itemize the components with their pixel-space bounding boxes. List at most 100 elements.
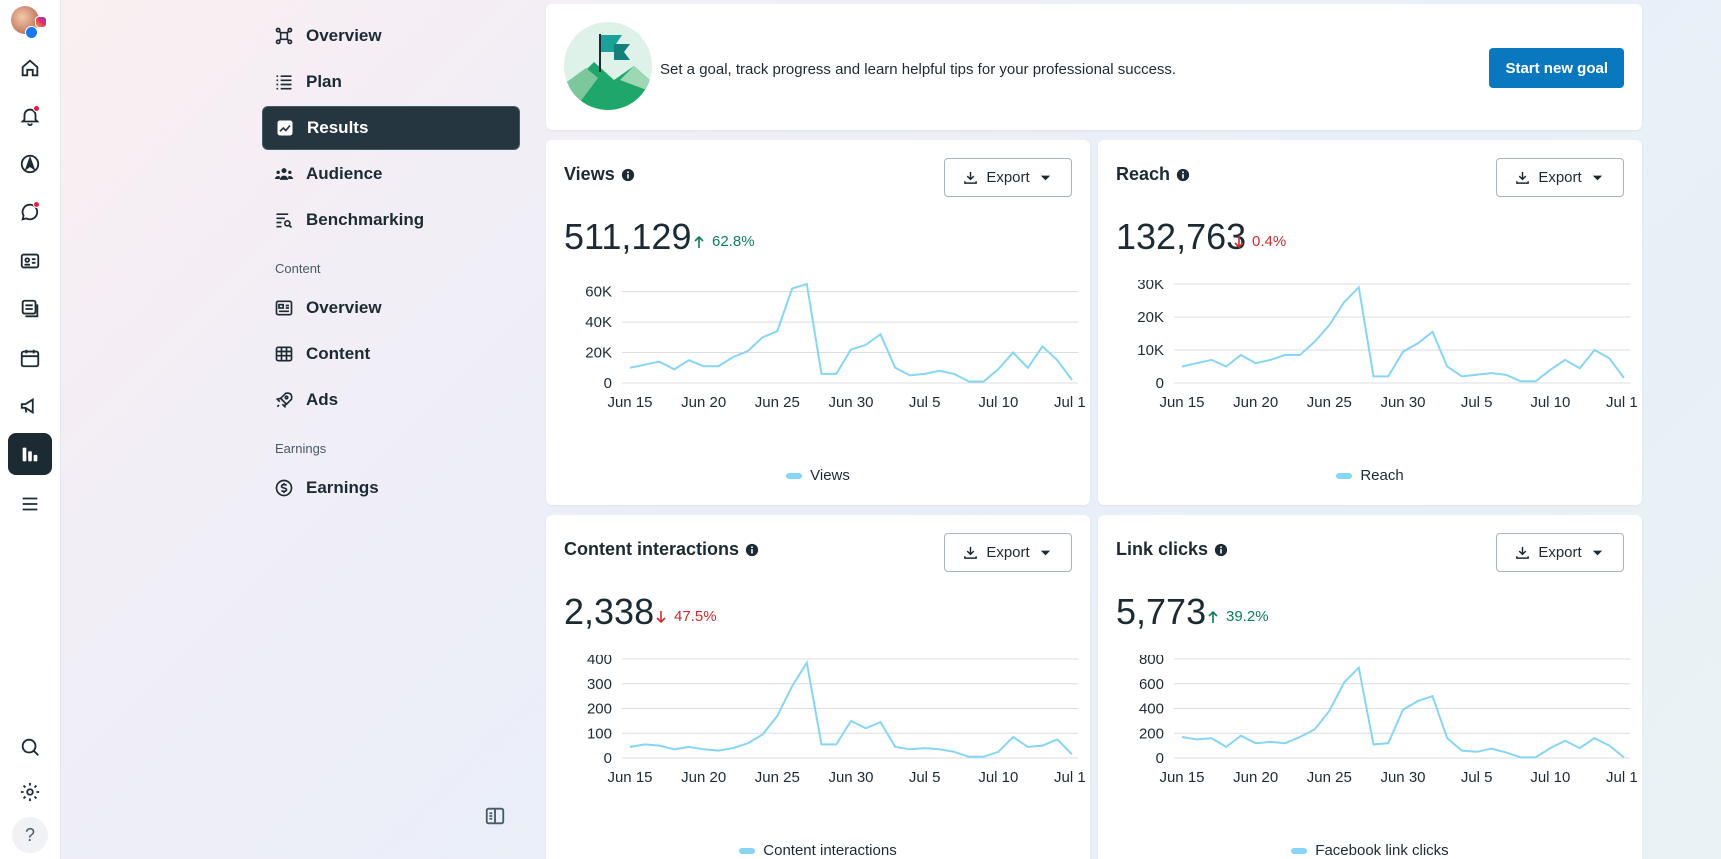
- views-card: Views Export 511,129 62.8% 0 20K 40K 60K Jun 15 J…: [546, 140, 1090, 505]
- x-tick-label: Jun 30: [1380, 394, 1425, 411]
- collapse-panel-icon[interactable]: [484, 805, 506, 827]
- content-interactions-title: Content interactions: [564, 539, 759, 560]
- inbox-dot: [33, 201, 40, 208]
- y-tick-label: 200: [1139, 725, 1164, 742]
- series-line: [629, 659, 1073, 758]
- section-heading-earnings: Earnings: [275, 441, 327, 456]
- legend-label: Views: [810, 467, 850, 484]
- subnav-item-audience[interactable]: Audience: [262, 152, 520, 196]
- content-interactions-total-value: 2,338: [564, 591, 655, 632]
- card-title-text: Views: [564, 164, 615, 184]
- subnav-item-benchmarking[interactable]: Benchmarking: [262, 198, 520, 242]
- navigation-compass-icon[interactable]: [8, 143, 52, 185]
- subnav-item-earnings[interactable]: Earnings: [262, 466, 520, 510]
- settings-gear-icon[interactable]: [8, 771, 52, 813]
- y-tick-label: 400: [587, 655, 612, 668]
- search-icon[interactable]: [8, 726, 52, 768]
- legend-label: Facebook link clicks: [1315, 842, 1449, 859]
- legend-swatch: [739, 847, 756, 854]
- subnav-label: Plan: [306, 72, 342, 91]
- y-tick-label: 600: [1139, 676, 1164, 693]
- subnav-label: Ads: [306, 390, 339, 409]
- series-line: [1181, 665, 1625, 759]
- legend-swatch: [786, 472, 803, 479]
- series-line: [629, 282, 1073, 383]
- export-button[interactable]: Export: [1496, 533, 1624, 572]
- reach-card: Reach Export 132,763 0.4% 0 10K 20K 30K Jun 15 Ju…: [1098, 140, 1642, 505]
- x-tick-label: Jun 20: [1233, 394, 1278, 411]
- chart-legend[interactable]: Reach: [1098, 467, 1642, 484]
- x-tick-label: Jul 1: [1054, 394, 1086, 411]
- x-tick-label: Jul 1: [1054, 769, 1086, 786]
- subnav-item-content[interactable]: Content: [262, 332, 520, 376]
- change-percent: 47.5%: [674, 608, 717, 625]
- info-icon[interactable]: [621, 168, 635, 182]
- goal-description: Set a goal, track progress and learn hel…: [660, 61, 1177, 78]
- x-tick-label: Jun 25: [1307, 769, 1352, 786]
- link-clicks-title: Link clicks: [1116, 539, 1228, 560]
- earnings-icon: [275, 479, 293, 497]
- content-stack-icon[interactable]: [8, 288, 52, 330]
- card-title-text: Content interactions: [564, 539, 740, 559]
- export-label: Export: [986, 544, 1030, 561]
- subnav-label: Results: [307, 118, 369, 137]
- x-tick-label: Jul 10: [1530, 394, 1570, 411]
- notifications-bell-icon[interactable]: [8, 95, 52, 137]
- insights-bar-chart-icon[interactable]: [8, 433, 52, 475]
- views-total-value: 511,129: [564, 216, 692, 257]
- icon-rail: ?: [0, 0, 61, 859]
- export-label: Export: [1538, 169, 1582, 186]
- link-clicks-change-badge: 39.2%: [1206, 608, 1269, 625]
- export-label: Export: [986, 169, 1030, 186]
- subnav-item-ads[interactable]: Ads: [262, 378, 520, 422]
- chart-legend[interactable]: Facebook link clicks: [1098, 842, 1642, 859]
- subnav-item-results[interactable]: Results: [262, 106, 520, 150]
- help-icon[interactable]: ?: [12, 817, 48, 853]
- chart-legend[interactable]: Content interactions: [546, 842, 1090, 859]
- x-tick-label: Jun 25: [755, 769, 800, 786]
- megaphone-ads-icon[interactable]: [8, 385, 52, 427]
- caret-down-icon: [1592, 175, 1602, 181]
- menu-hamburger-icon[interactable]: [8, 483, 52, 525]
- contact-card-icon[interactable]: [8, 240, 52, 282]
- x-tick-label: Jul 10: [1530, 769, 1570, 786]
- y-tick-label: 100: [587, 725, 612, 742]
- x-tick-label: Jun 20: [681, 769, 726, 786]
- y-tick-label: 0: [604, 375, 612, 392]
- x-tick-label: Jun 15: [1159, 769, 1204, 786]
- x-tick-label: Jun 20: [1233, 769, 1278, 786]
- info-icon[interactable]: [745, 543, 759, 557]
- audience-icon: [274, 168, 294, 180]
- x-tick-label: Jul 1: [1606, 394, 1638, 411]
- subnav-item-content-overview[interactable]: Overview: [262, 286, 520, 330]
- export-button[interactable]: Export: [944, 158, 1072, 197]
- legend-swatch: [1291, 847, 1308, 854]
- export-button[interactable]: Export: [1496, 158, 1624, 197]
- y-tick-label: 30K: [1137, 280, 1164, 293]
- y-tick-label: 60K: [585, 284, 612, 301]
- calendar-icon[interactable]: [8, 337, 52, 379]
- profile-avatar[interactable]: [11, 4, 47, 40]
- x-tick-label: Jun 20: [681, 394, 726, 411]
- subnav-label: Content: [306, 344, 371, 363]
- arrow-down-icon: [656, 610, 666, 623]
- chart-legend[interactable]: Views: [546, 467, 1090, 484]
- subnav-item-overview[interactable]: Overview: [262, 14, 520, 58]
- notification-dot: [33, 105, 40, 112]
- legend-label: Reach: [1360, 467, 1404, 484]
- subnav-item-plan[interactable]: Plan: [262, 60, 520, 104]
- y-tick-label: 10K: [1137, 342, 1164, 359]
- views-line-chart: 0 20K 40K 60K Jun 15 Jun 20 Jun 25 Jun 30 Jul 5 J…: [585, 282, 1086, 411]
- home-icon[interactable]: [8, 47, 52, 89]
- caret-down-icon: [1592, 550, 1602, 556]
- inbox-chat-icon[interactable]: [8, 191, 52, 233]
- x-tick-label: Jun 25: [755, 394, 800, 411]
- start-new-goal-button[interactable]: Start new goal: [1489, 48, 1624, 88]
- x-tick-label: Jul 10: [978, 394, 1018, 411]
- reach-total-value: 132,763: [1116, 216, 1247, 257]
- card-title-text: Reach: [1116, 164, 1171, 184]
- link-clicks-card: Link clicks Export 5,773 39.2% 0 200 400 600 800…: [1098, 515, 1642, 859]
- info-icon[interactable]: [1176, 168, 1190, 182]
- info-icon[interactable]: [1214, 543, 1228, 557]
- export-button[interactable]: Export: [944, 533, 1072, 572]
